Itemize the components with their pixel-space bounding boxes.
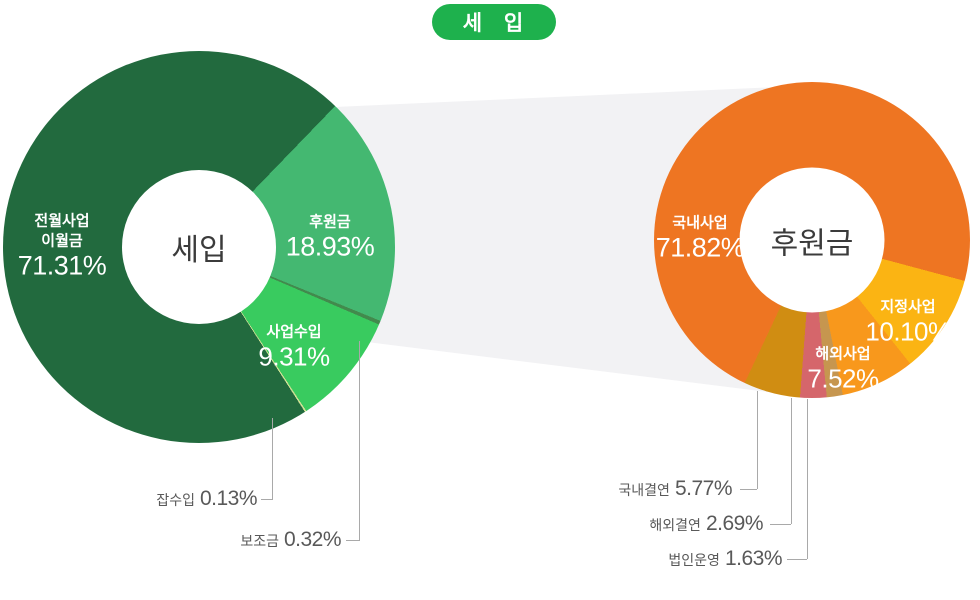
donation-donut-center: 후원금 — [739, 167, 885, 313]
leader-line-corporate-operations-vertical — [807, 399, 808, 559]
revenue-donut-chart: 세입 — [3, 51, 395, 443]
slice-label-domestic-programs: 국내사업 71.82% — [655, 214, 745, 263]
revenue-donut-center-label: 세입 — [171, 234, 227, 267]
slice-label-carryover-fund: 전월사업 이월금 71.31% — [17, 212, 107, 281]
donation-breakdown-donut-chart: 후원금 — [654, 82, 970, 398]
donation-donut-center-label: 후원금 — [770, 227, 854, 260]
outside-label-subsidy: 보조금 0.32% — [240, 528, 341, 551]
revenue-donut-center: 세입 — [122, 170, 276, 324]
outside-label-domestic-sponsorship: 국내결연 5.77% — [618, 477, 732, 500]
leader-line-overseas-sponsorship-horizontal — [770, 524, 791, 525]
leader-line-overseas-sponsorship-vertical — [791, 398, 792, 524]
outside-label-misc-income: 잡수입 0.13% — [156, 487, 257, 510]
outside-label-corporate-operations: 법인운영 1.63% — [668, 547, 782, 570]
leader-line-domestic-sponsorship-vertical — [757, 391, 758, 489]
leader-line-subsidy-vertical — [359, 341, 360, 540]
leader-line-subsidy-horizontal — [346, 540, 360, 541]
outside-label-overseas-sponsorship: 해외결연 2.69% — [649, 512, 763, 535]
leader-line-corporate-operations-horizontal — [787, 559, 807, 560]
leader-line-misc-income-vertical — [272, 418, 273, 499]
badge-label: 세 입 — [462, 12, 526, 35]
slice-label-donations: 후원금 18.93% — [285, 213, 375, 262]
leader-line-misc-income-horizontal — [261, 499, 273, 500]
slice-label-overseas-programs: 해외사업 7.52% — [807, 345, 879, 394]
slice-label-designated-programs: 지정사업 10.10% — [865, 298, 951, 347]
slice-label-business-income: 사업수입 9.31% — [258, 323, 330, 372]
leader-line-domestic-sponsorship-horizontal — [740, 489, 757, 490]
revenue-badge: 세 입 — [432, 4, 556, 40]
